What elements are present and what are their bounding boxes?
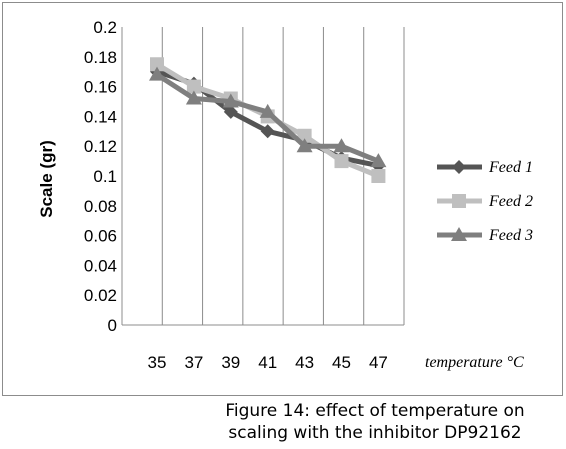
x-tick-label: 35 <box>148 353 167 372</box>
legend-marker <box>452 160 466 174</box>
x-tick-label: 39 <box>221 353 240 372</box>
y-tick-label: 0.02 <box>84 286 117 305</box>
data-point <box>260 124 275 139</box>
legend-label: Feed 3 <box>488 227 533 244</box>
series-2 <box>150 57 386 183</box>
y-tick-label: 0.16 <box>84 78 117 97</box>
y-tick-label: 0.08 <box>84 197 117 216</box>
y-tick-label: 0.06 <box>84 227 117 246</box>
series-layer <box>149 57 387 183</box>
legend-entry: Feed 3 <box>437 227 533 244</box>
data-point <box>333 138 350 153</box>
x-axis-label: temperature °C <box>425 354 524 371</box>
data-point <box>259 103 276 118</box>
legend-label: Feed 2 <box>488 193 533 210</box>
legend-label: Feed 1 <box>488 159 533 176</box>
data-point <box>149 66 165 81</box>
legend-entry: Feed 2 <box>437 193 533 210</box>
data-point <box>296 138 313 153</box>
data-point <box>334 154 349 169</box>
x-tick-label: 41 <box>258 353 277 372</box>
y-tick-label: 0.04 <box>84 256 117 275</box>
y-tick-label: 0.18 <box>84 48 117 67</box>
legend-entry: Feed 1 <box>437 159 533 176</box>
data-point <box>222 93 239 108</box>
series-3 <box>149 66 387 168</box>
x-axis-ticks: 35 37 39 41 43 45 47 <box>148 353 388 372</box>
data-point <box>297 128 312 143</box>
legend-marker <box>451 227 467 241</box>
data-point <box>371 169 386 183</box>
data-point <box>370 153 387 168</box>
legend-marker <box>452 194 466 208</box>
y-tick-label: 0.14 <box>84 107 117 126</box>
data-point <box>185 90 202 105</box>
figure-caption: Figure 14: effect of temperature on scal… <box>225 401 525 443</box>
y-axis-label: Scale (gr) <box>37 140 56 217</box>
x-tick-label: 47 <box>369 353 388 372</box>
x-tick-label: 37 <box>184 353 203 372</box>
x-tick-label: 45 <box>332 353 351 372</box>
y-tick-label: 0.12 <box>84 137 117 156</box>
y-tick-label: 0 <box>108 316 117 335</box>
y-axis-ticks: 0 0.02 0.04 0.06 0.08 0.1 0.12 0.14 0.16 0.18 0.2 <box>84 18 117 335</box>
y-tick-label: 0.2 <box>93 18 117 37</box>
x-tick-label: 43 <box>295 353 314 372</box>
data-point <box>186 79 201 94</box>
data-point <box>150 57 164 72</box>
data-point <box>223 104 238 119</box>
y-tick-label: 0.1 <box>93 167 117 186</box>
legend: Feed 1 Feed 2 Feed 3 <box>437 159 533 244</box>
